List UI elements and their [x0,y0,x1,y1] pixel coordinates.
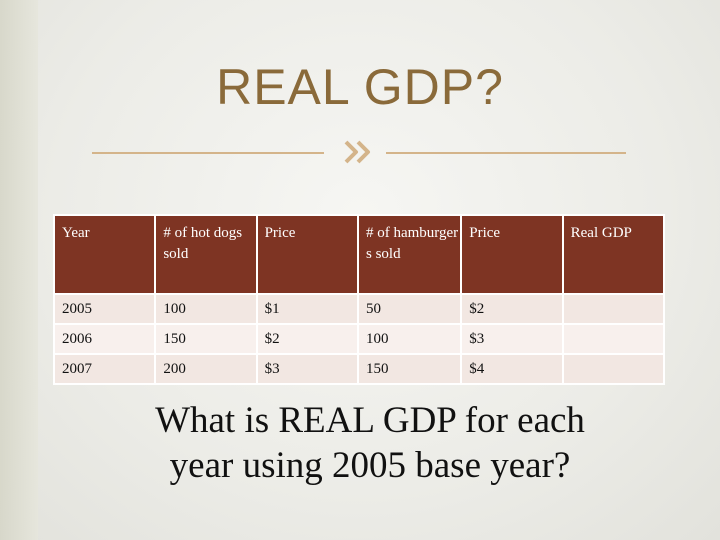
header-hot-dogs-sold: # of hot dogs sold [154,214,258,295]
title-rule-right [386,152,626,154]
table-row: 2005 100 $1 50 $2 [52,293,666,325]
table-row: 2007 200 $3 150 $4 [52,353,666,385]
table-header-row: Year # of hot dogs sold Price # of hambu… [52,214,666,295]
cell-year: 2006 [52,323,157,355]
cell-hamburger-price: $3 [460,323,564,355]
header-year: Year [52,214,157,295]
left-decorative-strip [0,0,38,540]
double-chevron-ornament-icon [344,140,370,164]
cell-hot-dogs-sold: 200 [154,353,258,385]
cell-year: 2007 [52,353,157,385]
cell-year: 2005 [52,293,157,325]
cell-hot-dog-price: $1 [255,293,359,325]
cell-real-gdp [561,293,666,325]
cell-real-gdp [561,353,666,385]
cell-hamburger-price: $4 [460,353,564,385]
title-rule-left [92,152,324,154]
gdp-table: Year # of hot dogs sold Price # of hambu… [52,214,666,385]
cell-hamburgers-sold: 100 [356,323,463,355]
cell-hot-dog-price: $3 [255,353,359,385]
cell-hot-dog-price: $2 [255,323,359,355]
header-real-gdp: Real GDP [561,214,666,295]
question-text: What is REAL GDP for each year using 200… [155,400,585,486]
header-hamburgers-sold: # of hamburger s sold [356,214,463,295]
cell-hamburgers-sold: 50 [356,293,463,325]
cell-hot-dogs-sold: 150 [154,323,258,355]
slide-title: REAL GDP? [216,59,504,115]
cell-hot-dogs-sold: 100 [154,293,258,325]
header-hot-dog-price: Price [255,214,359,295]
cell-real-gdp [561,323,666,355]
cell-hamburgers-sold: 150 [356,353,463,385]
table-row: 2006 150 $2 100 $3 [52,323,666,355]
header-hamburger-price: Price [460,214,564,295]
cell-hamburger-price: $2 [460,293,564,325]
